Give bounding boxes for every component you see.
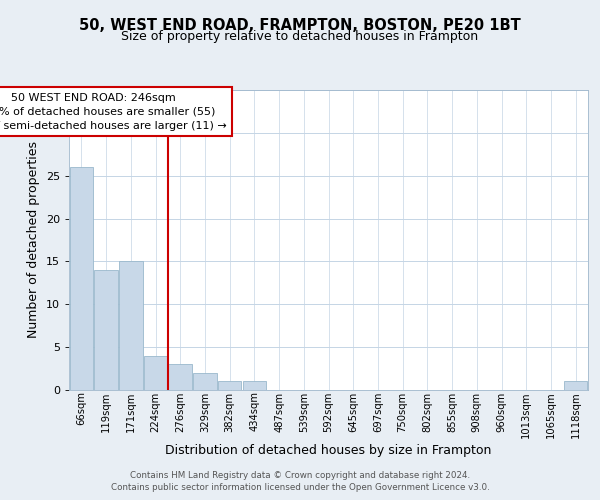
Text: 50, WEST END ROAD, FRAMPTON, BOSTON, PE20 1BT: 50, WEST END ROAD, FRAMPTON, BOSTON, PE2…: [79, 18, 521, 32]
Bar: [94, 270, 118, 390]
Text: Contains HM Land Registry data © Crown copyright and database right 2024.
Contai: Contains HM Land Registry data © Crown c…: [110, 471, 490, 492]
Bar: [70, 167, 93, 390]
Bar: [144, 356, 167, 390]
Bar: [564, 382, 587, 390]
Bar: [242, 382, 266, 390]
Text: Size of property relative to detached houses in Frampton: Size of property relative to detached ho…: [121, 30, 479, 43]
Bar: [169, 364, 192, 390]
Text: 50 WEST END ROAD: 246sqm
← 83% of detached houses are smaller (55)
17% of semi-d: 50 WEST END ROAD: 246sqm ← 83% of detach…: [0, 92, 227, 130]
Y-axis label: Number of detached properties: Number of detached properties: [27, 142, 40, 338]
Bar: [218, 382, 241, 390]
X-axis label: Distribution of detached houses by size in Frampton: Distribution of detached houses by size …: [166, 444, 491, 456]
Bar: [193, 373, 217, 390]
Bar: [119, 262, 143, 390]
